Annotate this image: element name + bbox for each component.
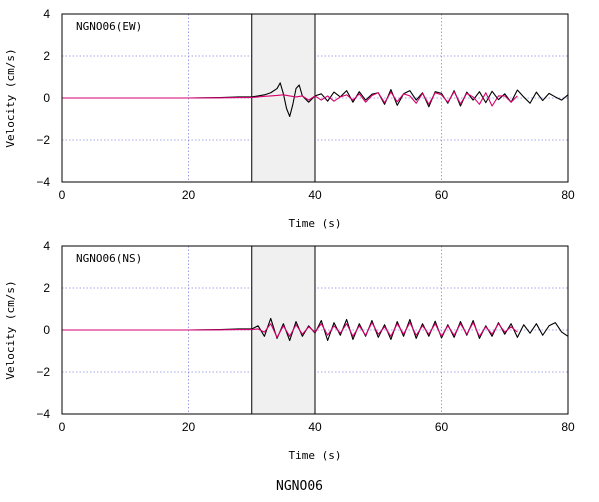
x-tick-label: 80 — [561, 188, 575, 202]
x-tick-label: 0 — [59, 420, 66, 434]
x-tick-labels: 0 20 40 60 80 — [59, 420, 575, 434]
x-tick-labels: 0 20 40 60 80 — [59, 188, 575, 202]
panel-ns: 0 20 40 60 80 420−2−4 NGNO06(NS) Time (s) Ve… — [4, 239, 575, 462]
y-tick-label: −2 — [36, 365, 50, 379]
y-tick-label: −2 — [36, 133, 50, 147]
panel-ew: 0 20 40 60 80 420−2−4 NGNO06(EW) Time (s) Ve… — [4, 7, 575, 230]
y-axis-label: Velocity (cm/s) — [4, 280, 17, 379]
y-axis-label: Velocity (cm/s) — [4, 48, 17, 147]
y-tick-label: 0 — [43, 91, 50, 105]
series-red-line — [62, 322, 518, 338]
x-tick-label: 60 — [435, 420, 449, 434]
plot-frame — [61, 245, 569, 415]
x-tick-label: 40 — [308, 188, 322, 202]
y-tick-labels: 4 2 0 −2 −4 — [36, 239, 50, 421]
x-tick-label: 20 — [182, 420, 196, 434]
figure-title: NGNO06 — [276, 479, 323, 494]
y-tick-label: 4 — [43, 7, 50, 21]
y-tick-label: −4 — [36, 175, 50, 189]
y-tick-label: −4 — [36, 407, 50, 421]
x-tick-label: 40 — [308, 420, 322, 434]
series-red-line — [62, 91, 518, 107]
x-tick-label: 0 — [59, 188, 66, 202]
x-axis-label: Time (s) — [289, 217, 342, 230]
x-tick-label: 80 — [561, 420, 575, 434]
station-label: NGNO06(EW) — [76, 20, 142, 33]
y-tick-label: 2 — [43, 49, 50, 63]
x-axis-label: Time (s) — [289, 449, 342, 462]
plot-frame — [61, 13, 569, 183]
y-tick-labels: 4 2 0 −2 −4 — [36, 7, 50, 189]
x-tick-label: 20 — [182, 188, 196, 202]
y-tick-label: 2 — [43, 281, 50, 295]
traces — [62, 82, 569, 118]
x-tick-label: 60 — [435, 188, 449, 202]
traces — [62, 317, 569, 342]
y-tick-label: 4 — [43, 239, 50, 253]
y-tick-label: 0 — [43, 323, 50, 337]
station-label: NGNO06(NS) — [76, 252, 142, 265]
